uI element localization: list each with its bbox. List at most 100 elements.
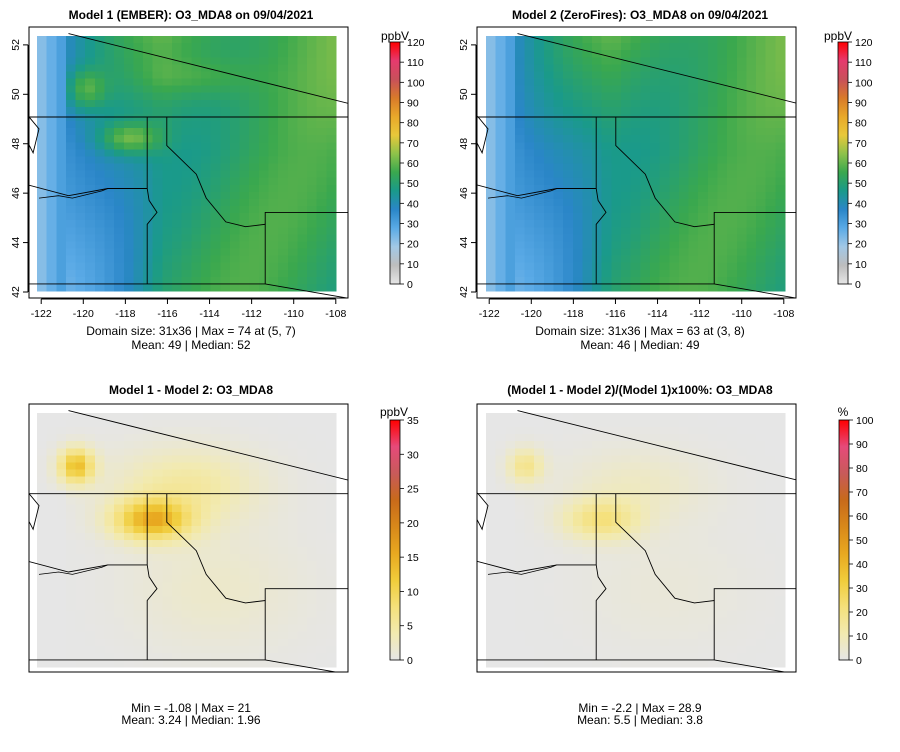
heatmap-cell (495, 645, 506, 654)
heatmap-cell (46, 71, 57, 79)
heatmap-cell (553, 78, 564, 86)
heatmap-cell (229, 561, 240, 569)
heatmap-cell (37, 262, 48, 271)
heatmap-cell (534, 213, 545, 221)
heatmap-cell (210, 413, 221, 421)
heatmap-cell (756, 227, 767, 235)
heatmap-cell (123, 476, 134, 484)
heatmap-cell (621, 638, 632, 647)
heatmap-cell (582, 71, 593, 79)
y-tick-label: 44 (458, 237, 470, 249)
heatmap-cell (640, 113, 651, 122)
heatmap-cell (563, 220, 574, 228)
heatmap-cell (278, 71, 289, 79)
heatmap-cell (65, 255, 76, 264)
heatmap-cell (756, 149, 767, 157)
heatmap-cell (268, 659, 279, 668)
heatmap-cell (698, 518, 709, 527)
heatmap-cell (229, 206, 240, 214)
heatmap-cell (104, 469, 115, 477)
heatmap-cell (65, 149, 76, 157)
heatmap-cell (649, 589, 661, 597)
heatmap-cell (649, 497, 661, 506)
heatmap-cell (505, 163, 516, 171)
heatmap-cell (736, 213, 747, 221)
heatmap-cell (249, 582, 260, 590)
heatmap-cell (37, 589, 48, 597)
heatmap-cell (239, 561, 250, 569)
heatmap-cell (669, 213, 680, 221)
heatmap-cell (659, 547, 670, 555)
heatmap-cell (688, 490, 699, 499)
heatmap-cell (698, 603, 709, 611)
heatmap-cell (220, 220, 231, 228)
heatmap-cell (326, 554, 337, 562)
heatmap-cell (514, 99, 525, 108)
heatmap-cell (534, 434, 545, 442)
heatmap-cell (630, 589, 641, 597)
heatmap-cell (172, 659, 183, 668)
heatmap-cell (143, 540, 154, 548)
heatmap-cell (316, 276, 327, 285)
heatmap-cell (611, 170, 622, 179)
heatmap-cell (94, 455, 105, 463)
heatmap-cell (210, 603, 221, 611)
heatmap-cell (621, 262, 632, 271)
heatmap-cell (524, 163, 535, 171)
heatmap-cell (611, 276, 622, 285)
heatmap-cell (37, 170, 48, 179)
heatmap-cell (553, 532, 564, 541)
heatmap-cell (553, 652, 564, 661)
heatmap-cell (688, 149, 699, 157)
heatmap-cell (775, 241, 786, 249)
heatmap-cell (659, 497, 670, 506)
heatmap-cell (582, 156, 593, 164)
heatmap-cell (727, 106, 738, 115)
heatmap-cell (649, 638, 661, 647)
heatmap-cell (649, 525, 661, 534)
heatmap-cell (210, 64, 221, 72)
heatmap-cell (543, 582, 554, 590)
heatmap-cell (601, 441, 612, 449)
heatmap-cell (114, 518, 125, 527)
heatmap-cell (268, 554, 279, 562)
heatmap-cell (37, 106, 48, 115)
heatmap-cell (278, 149, 289, 157)
heatmap-cell (727, 617, 738, 626)
heatmap-cell (707, 547, 718, 555)
heatmap-cell (85, 113, 96, 122)
heatmap-cell (278, 427, 289, 435)
heatmap-cell (172, 71, 183, 79)
heatmap-cell (220, 448, 231, 456)
heatmap-cell (316, 532, 327, 541)
heatmap-cell (229, 624, 240, 633)
heatmap-cell (220, 525, 231, 534)
x-tick-label: -110 (732, 308, 752, 320)
heatmap-cell (659, 121, 670, 129)
heatmap-cell (75, 135, 86, 143)
heatmap-cell (756, 547, 767, 555)
heatmap-cell (572, 610, 583, 619)
heatmap-cell (505, 469, 516, 477)
heatmap-cell (75, 57, 86, 65)
heatmap-cell (775, 441, 786, 449)
heatmap-cell (707, 184, 718, 193)
heatmap-cell (630, 64, 641, 72)
heatmap-cell (220, 36, 231, 44)
heatmap-cell (707, 631, 718, 640)
heatmap-cell (162, 198, 173, 207)
heatmap-cell (268, 638, 279, 647)
heatmap-cell (287, 220, 298, 228)
heatmap-cell (756, 582, 767, 590)
heatmap-cell (268, 255, 279, 264)
heatmap-cell (505, 462, 516, 470)
heatmap-cell (94, 540, 105, 548)
panel-title: Model 1 (EMBER): O3_MDA8 on 09/04/2021 (69, 8, 314, 22)
heatmap-cell (278, 504, 289, 513)
heatmap-cell (688, 420, 699, 428)
heatmap-cell (688, 64, 699, 72)
heatmap-cell (659, 476, 670, 484)
heatmap-cell (621, 631, 632, 640)
heatmap-cell (297, 227, 308, 235)
heatmap-cell (104, 283, 115, 292)
